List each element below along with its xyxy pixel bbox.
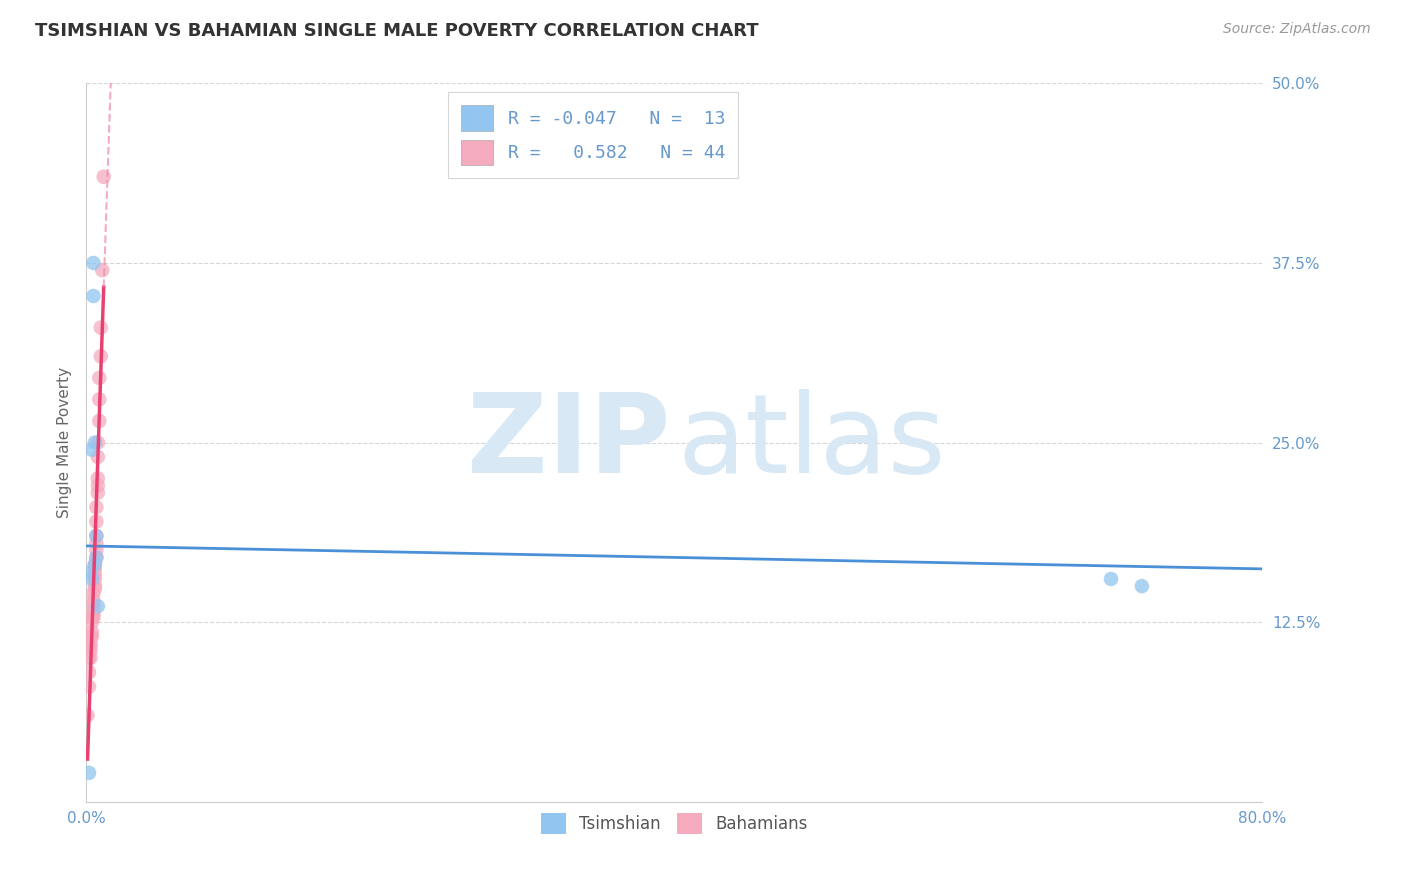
Point bbox=[93, 169, 115, 184]
Point bbox=[89, 371, 111, 385]
Point bbox=[89, 414, 111, 428]
Point bbox=[90, 320, 112, 334]
Point bbox=[90, 349, 112, 363]
Point bbox=[87, 478, 110, 492]
Point bbox=[86, 515, 108, 529]
Point bbox=[83, 558, 105, 572]
Text: atlas: atlas bbox=[678, 389, 946, 496]
Point bbox=[79, 637, 101, 651]
Point bbox=[83, 558, 105, 572]
Point bbox=[82, 611, 104, 625]
Point bbox=[77, 680, 100, 694]
Point bbox=[76, 708, 98, 723]
Point bbox=[79, 565, 101, 579]
Text: Source: ZipAtlas.com: Source: ZipAtlas.com bbox=[1223, 22, 1371, 37]
Point bbox=[1130, 579, 1153, 593]
Point bbox=[87, 471, 110, 485]
Point bbox=[83, 579, 105, 593]
Legend: Tsimshian, Bahamians: Tsimshian, Bahamians bbox=[530, 803, 818, 844]
Point bbox=[77, 651, 100, 665]
Point bbox=[79, 640, 101, 654]
Point bbox=[86, 550, 108, 565]
Point bbox=[87, 599, 110, 614]
Point bbox=[82, 605, 104, 619]
Point bbox=[87, 450, 110, 464]
Point bbox=[80, 442, 103, 457]
Point bbox=[91, 263, 114, 277]
Point bbox=[77, 665, 100, 680]
Point bbox=[86, 550, 108, 565]
Point bbox=[86, 500, 108, 515]
Point bbox=[80, 625, 103, 640]
Point bbox=[86, 536, 108, 550]
Point bbox=[86, 529, 108, 543]
Point bbox=[83, 435, 105, 450]
Point bbox=[87, 485, 110, 500]
Point bbox=[82, 256, 104, 270]
Point bbox=[83, 567, 105, 582]
Point bbox=[79, 629, 101, 643]
Point bbox=[82, 607, 104, 622]
Point bbox=[80, 572, 103, 586]
Point bbox=[83, 582, 105, 596]
Text: ZIP: ZIP bbox=[467, 389, 671, 496]
Point bbox=[79, 651, 101, 665]
Point bbox=[86, 543, 108, 558]
Point bbox=[82, 593, 104, 607]
Point bbox=[82, 289, 104, 303]
Point bbox=[79, 644, 101, 658]
Point bbox=[80, 615, 103, 629]
Point bbox=[82, 596, 104, 610]
Point bbox=[87, 435, 110, 450]
Point bbox=[80, 611, 103, 625]
Text: TSIMSHIAN VS BAHAMIAN SINGLE MALE POVERTY CORRELATION CHART: TSIMSHIAN VS BAHAMIAN SINGLE MALE POVERT… bbox=[35, 22, 759, 40]
Point bbox=[86, 529, 108, 543]
Point bbox=[82, 600, 104, 615]
Point bbox=[77, 765, 100, 780]
Point bbox=[82, 586, 104, 600]
Y-axis label: Single Male Poverty: Single Male Poverty bbox=[58, 367, 72, 518]
Point bbox=[80, 629, 103, 643]
Point bbox=[83, 562, 105, 576]
Point bbox=[83, 572, 105, 586]
Point bbox=[89, 392, 111, 407]
Point bbox=[1099, 572, 1122, 586]
